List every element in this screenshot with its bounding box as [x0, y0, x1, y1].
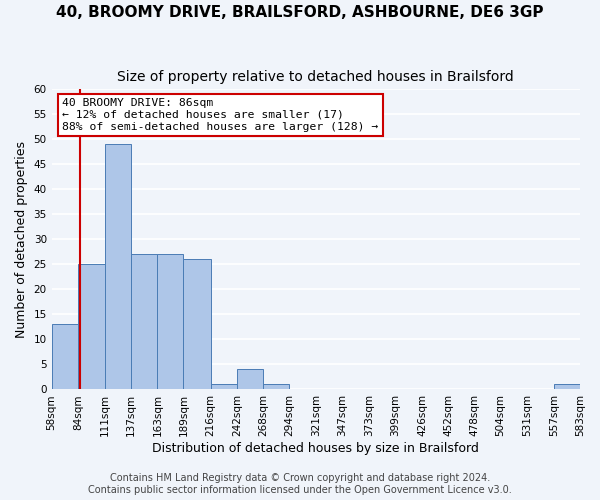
Y-axis label: Number of detached properties: Number of detached properties [15, 141, 28, 338]
Bar [52, 324, 78, 390]
Bar [157, 254, 184, 390]
Bar [78, 264, 105, 390]
Text: 40, BROOMY DRIVE, BRAILSFORD, ASHBOURNE, DE6 3GP: 40, BROOMY DRIVE, BRAILSFORD, ASHBOURNE,… [56, 5, 544, 20]
Text: Contains HM Land Registry data © Crown copyright and database right 2024.
Contai: Contains HM Land Registry data © Crown c… [88, 474, 512, 495]
X-axis label: Distribution of detached houses by size in Brailsford: Distribution of detached houses by size … [152, 442, 479, 455]
Bar [554, 384, 580, 390]
Bar [131, 254, 157, 390]
Text: 40 BROOMY DRIVE: 86sqm
← 12% of detached houses are smaller (17)
88% of semi-det: 40 BROOMY DRIVE: 86sqm ← 12% of detached… [62, 98, 379, 132]
Bar [263, 384, 289, 390]
Bar [211, 384, 237, 390]
Title: Size of property relative to detached houses in Brailsford: Size of property relative to detached ho… [118, 70, 514, 84]
Bar [237, 370, 263, 390]
Bar [184, 260, 211, 390]
Bar [105, 144, 131, 390]
